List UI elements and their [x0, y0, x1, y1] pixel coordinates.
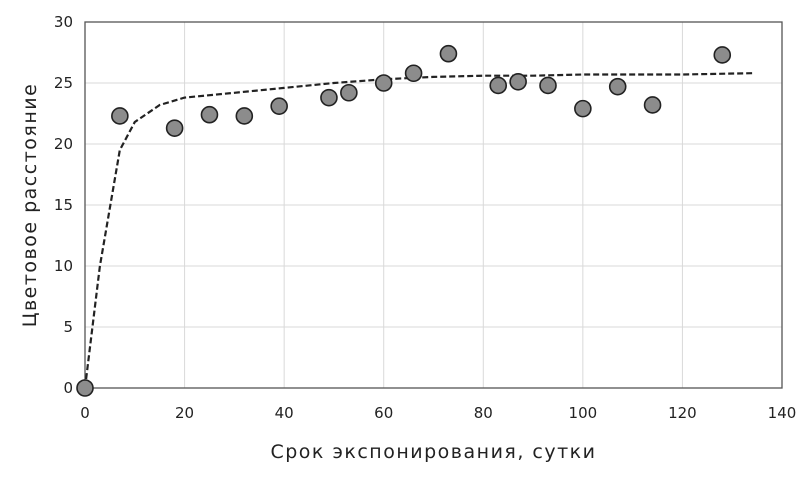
data-point: [270, 97, 288, 115]
x-axis-ticks: 0 20 40 60 80 100 120 140: [80, 404, 796, 422]
x-axis-title: Срок экспонирования, сутки: [270, 441, 596, 463]
trend-line: [83, 72, 753, 389]
x-tick-label: 140: [768, 404, 797, 422]
data-point: [165, 119, 184, 137]
data-point: [76, 379, 94, 397]
data-point: [340, 83, 358, 102]
data-point: [374, 74, 393, 92]
data-point: [574, 99, 592, 118]
data-point: [713, 46, 732, 64]
y-tick-label: 25: [54, 74, 73, 92]
plot-area-frame: [84, 21, 783, 389]
data-point: [608, 77, 627, 96]
x-tick-label: 60: [374, 404, 393, 422]
data-point: [509, 72, 527, 91]
y-tick-label: 20: [54, 135, 73, 153]
data-point: [200, 105, 219, 124]
y-axis-ticks: 0 5 10 15 20 25 30: [54, 13, 73, 397]
data-point: [643, 96, 662, 114]
x-tick-label: 0: [80, 404, 90, 422]
data-point: [404, 64, 423, 83]
y-tick-label: 0: [63, 379, 73, 397]
data-point: [111, 107, 129, 125]
data-point: [489, 76, 508, 95]
x-tick-label: 100: [569, 404, 598, 422]
data-points-layer: [76, 44, 732, 397]
data-point: [320, 88, 338, 107]
y-tick-label: 5: [63, 318, 73, 336]
y-tick-label: 10: [54, 257, 73, 275]
data-point: [235, 107, 254, 125]
y-tick-label: 15: [54, 196, 73, 214]
y-tick-label: 30: [54, 13, 73, 31]
x-tick-label: 40: [275, 404, 294, 422]
trend-line-layer: [83, 72, 753, 389]
y-axis-title: Цветовое расстояние: [19, 83, 41, 328]
x-tick-label: 20: [175, 404, 194, 422]
data-point: [439, 44, 458, 63]
x-tick-label: 80: [474, 404, 493, 422]
grid-lines: [84, 21, 783, 389]
x-tick-label: 120: [668, 404, 697, 422]
data-point: [539, 76, 557, 95]
